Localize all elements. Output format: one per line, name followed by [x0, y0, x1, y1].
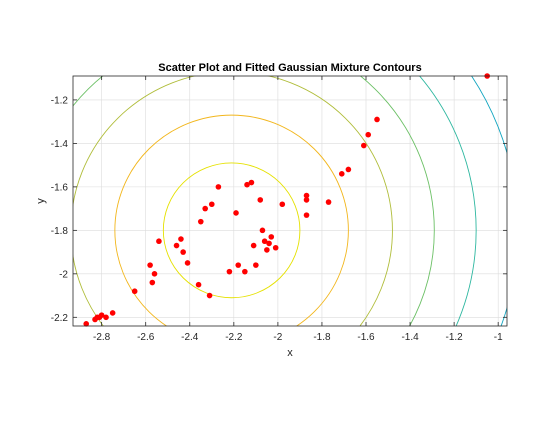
data-point: [272, 244, 279, 251]
data-point: [338, 171, 345, 177]
data-point: [178, 236, 184, 242]
x-tick-label: -1.4: [401, 332, 419, 343]
x-tick-label: -1.8: [313, 332, 331, 343]
data-point: [374, 116, 380, 123]
data-point: [244, 181, 250, 188]
contour-line: [114, 114, 349, 326]
data-point: [325, 199, 332, 205]
data-point: [184, 260, 191, 266]
x-tick-label: -2.4: [181, 332, 199, 343]
x-axis-ticks: -2.8 -2.6 -2.4 -2.2 -2 -1.8 -1.6 -1.4 -1.2 -1: [93, 76, 503, 343]
y-axis-ticks: -2.2 -2 -1.8 -1.6 -1.4 -1.2: [51, 95, 507, 324]
data-point: [147, 262, 153, 268]
data-point: [303, 192, 310, 199]
x-tick-label: -1.6: [357, 332, 375, 343]
data-point: [248, 179, 255, 186]
x-tick-label: -2: [273, 332, 282, 343]
data-point: [83, 321, 90, 327]
contour-line: [162, 162, 301, 299]
data-point: [268, 234, 275, 240]
y-axis-label: y: [35, 198, 47, 204]
data-point: [180, 249, 186, 255]
data-point: [264, 247, 270, 253]
data-point: [151, 271, 158, 277]
data-point: [257, 197, 264, 203]
data-point: [361, 142, 367, 149]
data-point: [250, 242, 257, 249]
x-tick-label: -1: [494, 332, 503, 343]
data-point: [345, 166, 352, 173]
data-point: [98, 312, 105, 318]
data-point: [195, 281, 202, 288]
contour-line: [418, 76, 477, 326]
x-tick-label: -2.2: [225, 332, 243, 343]
y-tick-label: -1.8: [51, 226, 69, 237]
data-point: [303, 212, 310, 218]
data-point: [202, 205, 208, 212]
y-tick-label: -2: [59, 269, 68, 280]
x-tick-label: -2.8: [93, 332, 111, 343]
data-point: [226, 268, 233, 275]
y-tick-label: -1.4: [51, 139, 69, 150]
x-tick-label: -1.2: [446, 332, 464, 343]
data-point: [233, 210, 239, 216]
data-point: [253, 262, 259, 268]
data-point: [197, 218, 204, 225]
data-point: [156, 238, 162, 245]
x-tick-label: -2.6: [137, 332, 155, 343]
data-point: [242, 268, 248, 275]
data-point: [266, 240, 272, 247]
y-tick-label: -2.2: [51, 313, 69, 324]
data-point: [259, 227, 266, 234]
data-point: [365, 131, 372, 138]
data-point: [261, 238, 268, 245]
y-tick-label: -1.6: [51, 182, 69, 193]
data-point: [279, 201, 286, 208]
data-point: [103, 314, 109, 321]
data-points: [83, 73, 490, 327]
data-point: [206, 292, 213, 299]
chart-title: Scatter Plot and Fitted Gaussian Mixture…: [158, 62, 421, 74]
data-point: [149, 279, 156, 286]
plot-background: [73, 76, 507, 326]
data-point: [109, 310, 116, 316]
plot-box: [72, 75, 508, 327]
data-point: [208, 201, 215, 208]
x-axis-label: x: [287, 347, 293, 359]
y-tick-label: -1.2: [51, 95, 69, 106]
data-point: [235, 262, 242, 268]
data-point: [131, 288, 138, 295]
data-point: [173, 242, 180, 249]
contour-line: [73, 76, 435, 326]
data-point: [215, 184, 222, 190]
contour-line: [73, 76, 393, 326]
data-point: [303, 197, 310, 203]
